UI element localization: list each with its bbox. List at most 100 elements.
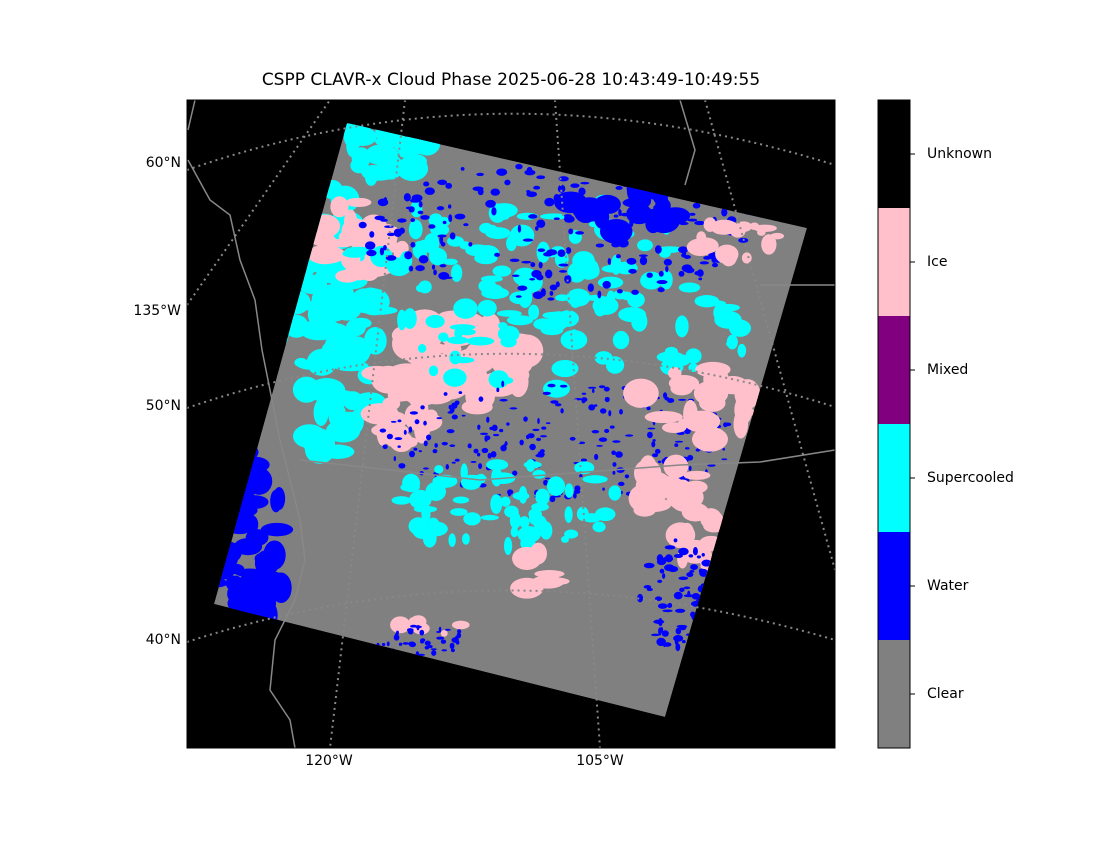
cloud-patch [580, 181, 590, 185]
cloud-patch [678, 417, 709, 427]
colorbar-segment [878, 424, 910, 532]
cloud-patch [461, 414, 466, 417]
cloud-patch [273, 486, 286, 511]
cloud-patch [542, 391, 551, 395]
cloud-patch [354, 264, 391, 278]
cloud-patch [615, 451, 623, 458]
cloud-patch [592, 388, 595, 393]
cloud-patch [386, 433, 393, 440]
cloud-patch [539, 435, 548, 438]
cloud-patch [557, 184, 566, 193]
cloud-patch [598, 437, 608, 442]
cloud-patch [480, 514, 499, 521]
cloud-patch [543, 479, 549, 486]
cloud-patch [484, 435, 491, 441]
cloud-patch [673, 538, 678, 543]
cloud-patch [699, 261, 709, 265]
cloud-patch [608, 410, 612, 417]
cloud-patch [592, 521, 606, 533]
cloud-patch [674, 608, 686, 613]
cloud-patch [696, 555, 701, 559]
cloud-patch [491, 467, 503, 487]
cloud-patch [369, 231, 375, 238]
cloud-patch [419, 629, 425, 636]
cloud-patch [558, 270, 568, 273]
cloud-patch [458, 328, 476, 336]
cloud-patch [422, 467, 429, 470]
cloud-patch [460, 463, 468, 482]
cloud-patch [507, 489, 514, 495]
cloud-patch [597, 290, 602, 299]
cloud-patch [403, 308, 417, 329]
cloud-patch [580, 458, 588, 462]
cloud-patch [448, 214, 453, 223]
cloud-patch [496, 387, 500, 393]
cloud-patch [245, 467, 273, 495]
cloud-patch [533, 185, 541, 190]
cloud-patch [445, 464, 449, 470]
cloud-patch [574, 461, 595, 475]
cloud-patch [582, 513, 602, 523]
cloud-patch [427, 517, 439, 529]
cloud-patch [526, 459, 536, 472]
cloud-patch [491, 207, 497, 216]
cloud-patch [417, 210, 424, 215]
cloud-patch [468, 242, 473, 247]
cloud-patch [564, 529, 579, 539]
cloud-patch [491, 424, 498, 432]
cloud-patch [378, 223, 398, 250]
cloud-patch [434, 443, 438, 448]
cloud-patch [638, 254, 648, 257]
cloud-patch [500, 496, 511, 507]
cloud-patch [480, 275, 503, 283]
cloud-patch [637, 593, 644, 603]
cloud-patch [449, 444, 456, 447]
cloud-patch [678, 282, 701, 293]
cloud-patch [681, 502, 709, 522]
cloud-patch [434, 465, 444, 474]
cloud-patch [549, 290, 554, 296]
cloud-patch [573, 198, 598, 224]
cloud-patch [306, 348, 337, 376]
cloud-patch [646, 406, 651, 411]
cloud-patch [618, 481, 625, 487]
cloud-patch [374, 167, 407, 176]
cloud-patch [453, 298, 478, 319]
cloud-patch [441, 276, 453, 279]
cloud-patch [374, 215, 385, 221]
cloud-patch [345, 197, 372, 207]
cloud-patch [554, 403, 562, 407]
cloud-patch [656, 279, 668, 285]
cloud-patch [662, 573, 666, 579]
cloud-patch [522, 550, 542, 562]
cloud-patch [603, 386, 610, 392]
cloud-patch [476, 172, 485, 177]
cloud-patch [657, 603, 668, 609]
cloud-patch [521, 260, 532, 264]
cloud-patch [478, 463, 483, 469]
cloud-patch [452, 496, 470, 504]
cloud-patch [674, 554, 680, 558]
cloud-patch [613, 214, 619, 218]
cloud-patch [691, 593, 701, 600]
cloud-patch [541, 426, 547, 430]
cloud-patch [398, 642, 403, 646]
cloud-patch [424, 187, 435, 195]
lon-label: 120°W [305, 753, 353, 769]
cloud-patch [416, 624, 420, 631]
cloud-patch [492, 433, 500, 437]
cloud-patch [342, 249, 367, 258]
cloud-patch [683, 586, 691, 590]
cloud-patch [454, 213, 466, 220]
cloud-patch [460, 167, 465, 171]
cloud-patch [549, 495, 556, 503]
cloud-patch [382, 411, 408, 429]
cloud-patch [413, 505, 438, 513]
cloud-patch [662, 609, 673, 613]
cloud-patch [550, 400, 559, 404]
cloud-patch [446, 429, 455, 434]
cloud-patch [761, 234, 777, 255]
cloud-patch [616, 289, 623, 294]
cloud-patch [428, 365, 439, 377]
